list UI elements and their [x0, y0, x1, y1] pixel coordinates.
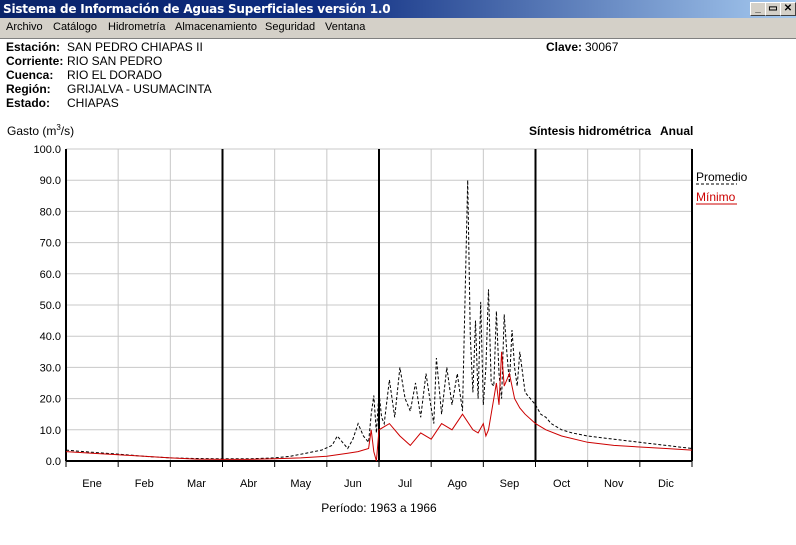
corriente-value: RIO SAN PEDRO	[67, 54, 163, 68]
chart-subtitle: Anual	[660, 124, 693, 138]
x-tick-label: May	[290, 478, 311, 490]
menu-bar: Archivo Catálogo Hidrometría Almacenamie…	[0, 18, 796, 39]
x-tick-label: Abr	[240, 478, 257, 490]
x-tick-label: Oct	[553, 478, 570, 490]
y-tick-label: 20.0	[40, 394, 61, 406]
chart-title: Síntesis hidrométrica	[529, 124, 651, 138]
y-tick-label: 50.0	[40, 300, 61, 312]
region-value: GRIJALVA - USUMACINTA	[67, 82, 212, 96]
menu-archivo[interactable]: Archivo	[6, 21, 43, 33]
y-tick-label: 100.0	[33, 144, 61, 156]
x-tick-label: Sep	[500, 478, 520, 490]
x-tick-label: Mar	[187, 478, 206, 490]
minimize-button[interactable]: _	[750, 2, 766, 16]
series-line-promedio	[65, 180, 693, 460]
menu-hidrometria[interactable]: Hidrometría	[108, 21, 166, 33]
series-line-minimo	[65, 351, 693, 462]
cuenca-label: Cuenca:	[6, 68, 54, 82]
menu-seguridad[interactable]: Seguridad	[265, 21, 316, 33]
x-tick-label: Ene	[82, 478, 102, 490]
x-tick-label: Jun	[344, 478, 362, 490]
window-title: Sistema de Información de Aguas Superfic…	[3, 2, 391, 16]
clave-value: 30067	[585, 40, 619, 54]
x-tick-label: Ago	[447, 478, 467, 490]
y-tick-label: 70.0	[40, 238, 61, 250]
period-label: Período: 1963 a 1966	[321, 501, 437, 515]
region-label: Región:	[6, 82, 51, 96]
corriente-label: Corriente:	[6, 54, 64, 68]
menu-ventana[interactable]: Ventana	[325, 21, 366, 33]
y-tick-label: 80.0	[40, 206, 61, 218]
title-bar: Sistema de Información de Aguas Superfic…	[0, 0, 796, 18]
x-tick-label: Dic	[658, 478, 674, 490]
y-tick-label: 10.0	[40, 425, 61, 437]
estado-value: CHIAPAS	[67, 96, 119, 110]
y-tick-label: 60.0	[40, 269, 61, 281]
x-tick-label: Jul	[398, 478, 412, 490]
restore-button[interactable]: ▭	[765, 2, 781, 16]
y-tick-label: 0.0	[46, 456, 61, 468]
x-tick-label: Nov	[604, 478, 624, 490]
y-tick-label: 30.0	[40, 362, 61, 374]
y-tick-label: 90.0	[40, 175, 61, 187]
close-button[interactable]: ✕	[780, 2, 796, 16]
estacion-value: SAN PEDRO CHIAPAS II	[67, 40, 203, 54]
legend-label-minimo: Mínimo	[696, 190, 736, 204]
y-axis-label: Gasto (m3/s)	[7, 123, 74, 138]
hydrometric-chart: Gasto (m3/s) Síntesis hidrométrica Anual 0.…	[7, 123, 748, 515]
cuenca-value: RIO EL DORADO	[67, 68, 162, 82]
y-tick-label: 40.0	[40, 331, 61, 343]
x-tick-label: Feb	[135, 478, 154, 490]
estado-label: Estado:	[6, 96, 51, 110]
estacion-label: Estación:	[6, 40, 61, 54]
clave-label: Clave:	[546, 40, 583, 54]
menu-almacenamiento[interactable]: Almacenamiento	[175, 21, 257, 33]
menu-catalogo[interactable]: Catálogo	[53, 21, 98, 33]
legend-label-promedio: Promedio	[696, 170, 748, 184]
